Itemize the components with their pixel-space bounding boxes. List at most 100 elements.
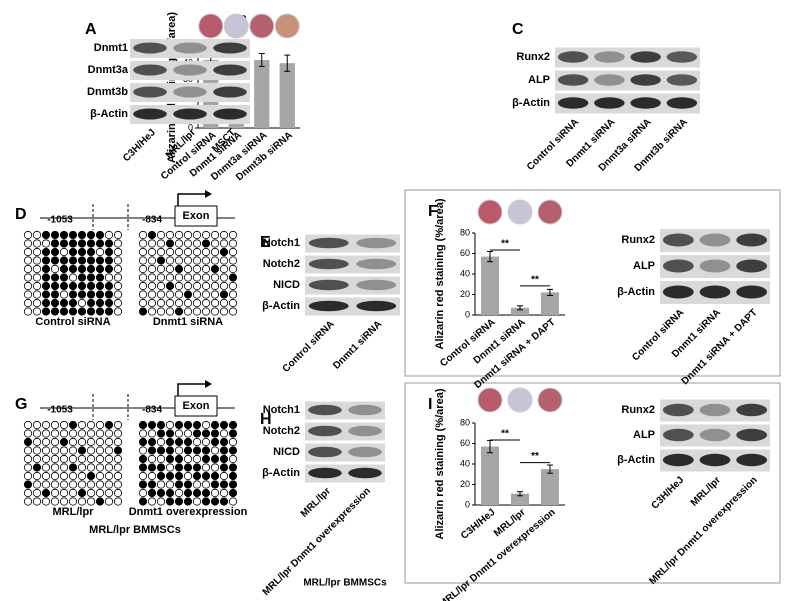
cpg-dot	[228, 420, 238, 430]
stain-image	[507, 199, 533, 225]
cpg-dot	[23, 307, 33, 316]
cpg-dot	[86, 429, 96, 438]
cpg-dot	[138, 256, 148, 265]
cpg-dot	[201, 281, 211, 291]
site-label: -1053	[47, 215, 73, 226]
cpg-dot	[201, 488, 211, 498]
sig-annotation: **	[501, 239, 509, 250]
blot-row-label: ALP	[528, 74, 550, 86]
cpg-dot	[86, 273, 96, 282]
cpg-dot	[165, 298, 175, 308]
cpg-dot	[147, 230, 157, 240]
blot-row-label: Notch1	[263, 404, 300, 416]
cpg-dot	[183, 454, 193, 464]
bar	[254, 59, 270, 128]
cpg-dot	[50, 264, 60, 274]
blot-band	[736, 403, 768, 417]
y-axis-label: Alizarin red staining (%/area)	[434, 388, 446, 539]
cpg-dot	[95, 420, 105, 430]
bar	[511, 493, 529, 505]
cpg-dot	[219, 488, 229, 498]
blot-row-label: Notch2	[263, 258, 300, 270]
cpg-dot	[50, 471, 60, 481]
cpg-dot	[41, 446, 51, 455]
panel-letter: G	[15, 396, 27, 413]
cpg-dot	[138, 497, 148, 506]
cpg-dot	[228, 446, 238, 455]
cpg-dot	[95, 273, 105, 282]
cpg-dot	[210, 429, 220, 438]
bar	[541, 469, 559, 505]
cpg-dot	[68, 437, 78, 447]
y-axis-label: Alizarin red staining (%/area)	[434, 198, 446, 349]
y-tick-label: 40	[460, 268, 470, 278]
cpg-dot	[174, 307, 184, 316]
cpg-dot	[174, 480, 184, 489]
cpg-dot	[77, 488, 87, 498]
cpg-dot	[95, 488, 105, 498]
cpg-dot	[201, 290, 211, 299]
cpg-dot	[228, 230, 238, 240]
panel-letter: E	[260, 234, 271, 251]
cpg-dot	[50, 463, 60, 472]
cpg-dot	[32, 307, 42, 316]
cpg-dot	[219, 307, 229, 316]
cpg-dot	[192, 437, 202, 447]
cpg-dot	[104, 298, 114, 308]
cpg-dot	[32, 437, 42, 447]
cpg-dot	[156, 480, 166, 489]
cpg-dot	[183, 480, 193, 489]
cpg-dot	[228, 480, 238, 489]
cpg-dot	[138, 446, 148, 455]
cpg-dot	[32, 480, 42, 489]
cpg-dot	[95, 480, 105, 489]
blot-band	[699, 428, 731, 442]
cpg-dot	[104, 429, 114, 438]
blot-band	[348, 446, 382, 458]
cpg-dot	[183, 273, 193, 282]
cpg-dot	[228, 256, 238, 265]
blot-band	[308, 300, 349, 312]
blot-band	[699, 403, 731, 417]
cpg-dot	[23, 273, 33, 282]
cpg-dot	[138, 247, 148, 257]
cpg-dot	[86, 446, 96, 455]
cpg-dot	[95, 256, 105, 265]
blot-band	[356, 279, 397, 291]
cpg-dot	[147, 437, 157, 447]
cpg-dot	[228, 429, 238, 438]
cpg-dot	[95, 298, 105, 308]
exon-label: Exon	[183, 210, 210, 222]
cpg-dot	[59, 239, 69, 248]
cpg-dot	[50, 420, 60, 430]
cpg-dot	[23, 247, 33, 257]
cpg-dot	[32, 298, 42, 308]
cpg-dot	[201, 429, 211, 438]
blot-caption: MRL/lpr BMMSCs	[303, 578, 387, 589]
cpg-dot	[32, 264, 42, 274]
blot-band	[736, 233, 768, 247]
blot-band	[133, 108, 167, 120]
cpg-dot	[201, 307, 211, 316]
cpg-dot	[77, 230, 87, 240]
cpg-dot	[174, 273, 184, 282]
lane-label: Dnmt1 siRNA	[331, 319, 384, 372]
cpg-dot	[86, 420, 96, 430]
blot-band	[662, 453, 694, 467]
cpg-dot	[147, 471, 157, 481]
cpg-dot	[23, 454, 33, 464]
cpg-dot	[50, 307, 60, 316]
cpg-dot	[210, 264, 220, 274]
cpg-dot	[86, 480, 96, 489]
cpg-dot	[219, 454, 229, 464]
cpg-dot	[50, 247, 60, 257]
cpg-dot	[59, 298, 69, 308]
cpg-dot	[41, 247, 51, 257]
blot-band	[213, 86, 247, 98]
site-label: -834	[142, 405, 162, 416]
cpg-dot	[201, 264, 211, 274]
cpg-dot	[210, 437, 220, 447]
cpg-dot	[77, 281, 87, 291]
cpg-dot	[32, 454, 42, 464]
cpg-dot	[68, 264, 78, 274]
